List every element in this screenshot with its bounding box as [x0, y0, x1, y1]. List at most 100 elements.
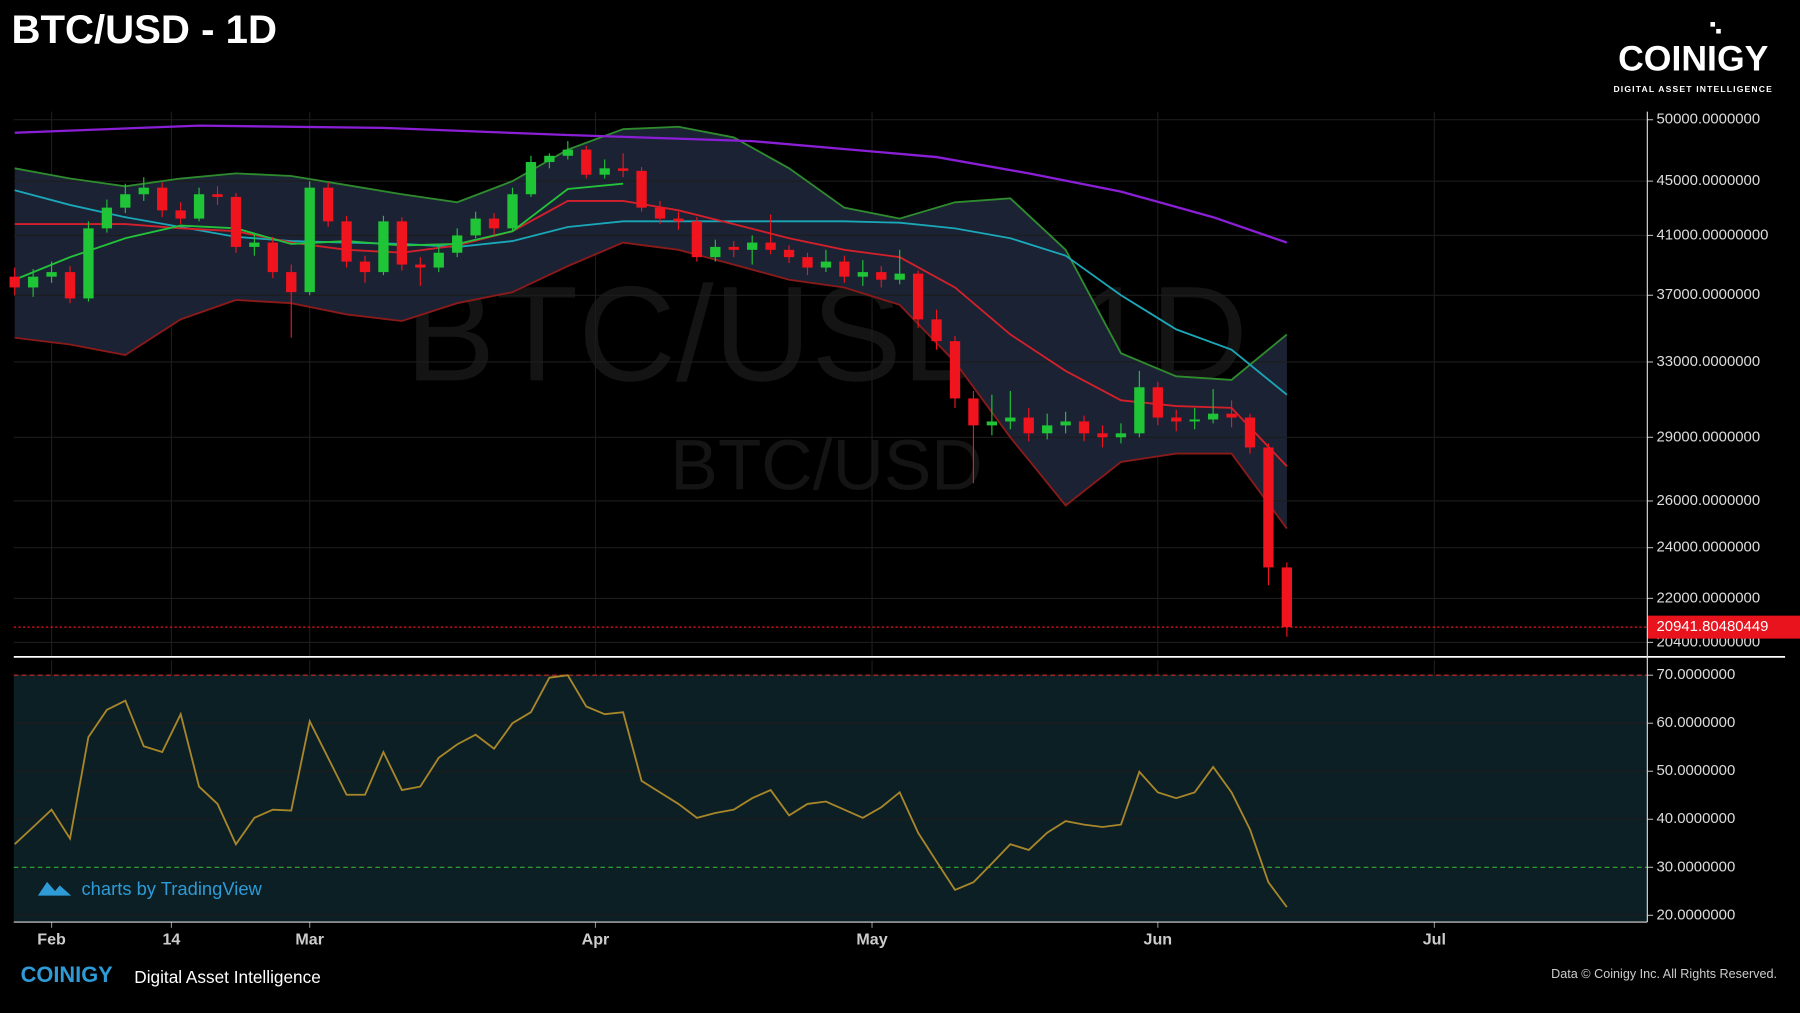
candle-body: [1189, 419, 1200, 422]
candle-body: [820, 261, 832, 268]
indicator-line: [14, 189, 1288, 396]
logo-dot: [1710, 22, 1716, 27]
y-tick-label: 29000.0000000: [1657, 428, 1761, 445]
candle-body: [1023, 417, 1034, 434]
bollinger-fill: [14, 126, 1287, 529]
candle-body: [507, 194, 518, 229]
rsi-band: [13, 675, 1648, 923]
y-tick-label: 33000.0000000: [1657, 353, 1761, 370]
candle-body: [599, 168, 610, 175]
copyright: Data © Coinigy Inc. All Rights Reserved.: [1551, 967, 1777, 981]
candle-body: [1244, 417, 1256, 448]
watermark-small: BTC/USD: [670, 427, 982, 506]
plot-area: Feb 14 Mar Apr May Jun Jul 50000.0000000 45000.0…: [9, 111, 1800, 949]
indicator-line: [14, 241, 1288, 530]
candle-body: [212, 194, 223, 197]
candle-body: [894, 273, 905, 280]
x-tick-label: Apr: [582, 931, 610, 949]
candle-body: [304, 187, 315, 293]
x-tick-label: Feb: [37, 931, 66, 949]
candle-body: [286, 272, 297, 293]
candle-body: [1115, 433, 1127, 438]
candle-body: [396, 221, 408, 265]
logo-tagline: DIGITAL ASSET INTELLIGENCE: [1613, 84, 1773, 94]
y-tick-label: 22000.0000000: [1657, 589, 1761, 606]
candle-body: [193, 194, 205, 219]
candle-body: [673, 218, 684, 222]
candle-body: [230, 196, 242, 247]
last-price-box: [1647, 615, 1800, 639]
candle-body: [544, 155, 555, 163]
y-tick-label: 70.0000000: [1657, 666, 1736, 683]
candle-body: [470, 218, 481, 236]
page-title: BTC/USD - 1D: [11, 7, 277, 52]
y-tick-label: 30.0000000: [1657, 858, 1736, 875]
candle-body: [46, 272, 57, 277]
candle-body: [138, 187, 149, 195]
y-tick-label: 26000.0000000: [1657, 492, 1761, 509]
x-tick-label: May: [856, 931, 887, 949]
indicator-line: [14, 199, 1288, 467]
candle-body: [433, 252, 444, 268]
candle-body: [1226, 413, 1237, 418]
candle-body: [765, 242, 776, 250]
y-tick-label: 50000.0000000: [1657, 111, 1761, 128]
logo: COINIGY: [1618, 38, 1769, 78]
candle-body: [581, 149, 592, 175]
candle-body: [488, 218, 500, 229]
y-tick-label: 40.0000000: [1657, 810, 1736, 827]
rsi-line: [14, 674, 1288, 908]
candle-body: [783, 249, 795, 258]
candle-body: [654, 207, 666, 219]
candle-body: [912, 273, 924, 320]
candle-body: [691, 221, 703, 258]
candle-body: [157, 187, 168, 211]
y-tick-label: 41000.00000000: [1657, 226, 1769, 243]
x-tick-label: Mar: [295, 931, 324, 949]
candle-body: [101, 207, 113, 229]
logo-dot: [1716, 28, 1721, 34]
y-tick-label: 37000.0000000: [1657, 286, 1761, 303]
candle-body: [1005, 417, 1016, 422]
y-tick-label: 50.0000000: [1657, 762, 1736, 779]
candle-body: [839, 261, 850, 277]
candle-body: [27, 276, 39, 288]
x-tick-label: 14: [162, 931, 180, 949]
candle-body: [322, 187, 334, 222]
y-tick-label: 24000.0000000: [1657, 539, 1761, 556]
candle-body: [968, 398, 979, 426]
candle-body: [175, 210, 186, 219]
indicator-line: [14, 125, 1288, 381]
candle-body: [1263, 447, 1274, 568]
x-tick-label: Jun: [1144, 931, 1173, 949]
candle-body: [64, 272, 76, 299]
candle-body: [415, 264, 426, 268]
candle-body: [1152, 387, 1163, 418]
candle-body: [249, 242, 260, 247]
y-tick-label: 20.0000000: [1657, 906, 1736, 923]
candle-body: [359, 261, 371, 273]
footer-tagline: Digital Asset Intelligence: [134, 967, 320, 987]
candle-body: [747, 242, 758, 250]
y-tick-label: 45000.0000000: [1657, 172, 1761, 189]
logo-icon: [1710, 22, 1721, 34]
candle-body: [9, 276, 20, 288]
candle-body: [378, 221, 389, 273]
candle-body: [1171, 417, 1182, 422]
tradingview-credit[interactable]: charts by TradingView: [82, 878, 263, 899]
candle-body: [1042, 425, 1053, 434]
footer-logo: COINIGY: [21, 962, 114, 987]
candle-body: [83, 228, 94, 299]
candle-body: [1207, 413, 1219, 420]
candle-body: [802, 257, 813, 268]
candle-body: [1281, 567, 1293, 628]
candle-body: [1060, 421, 1071, 426]
candle-body: [876, 272, 887, 280]
candle-body: [1097, 433, 1108, 438]
tradingview-icon: [37, 881, 72, 896]
indicator-line: [14, 182, 624, 281]
candle-body: [710, 246, 721, 258]
candle-body: [986, 421, 998, 426]
